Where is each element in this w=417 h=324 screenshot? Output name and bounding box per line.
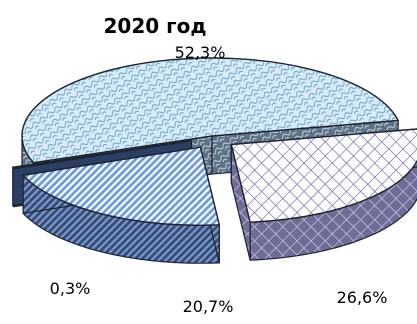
slice-labels: 52,3% 0,3% 20,7% 26,6% — [50, 43, 388, 316]
slice-26-6 — [230, 128, 417, 261]
pie-slices — [11, 57, 417, 264]
data-label-0-3: 0,3% — [50, 279, 91, 298]
slice-20-7 — [21, 146, 221, 264]
chart-title: 2020 год — [104, 14, 207, 38]
data-label-52-3: 52,3% — [175, 43, 226, 62]
data-label-26-6: 26,6% — [337, 288, 388, 307]
data-label-20-7: 20,7% — [183, 297, 234, 316]
